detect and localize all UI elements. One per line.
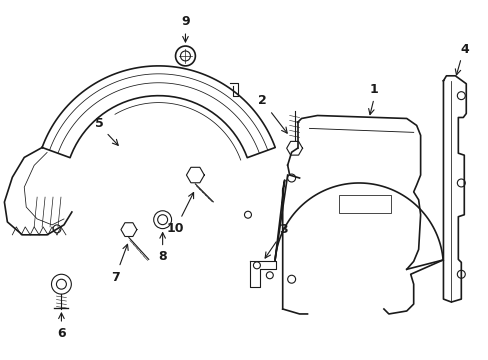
Text: 1: 1: [369, 83, 378, 96]
Text: 9: 9: [181, 15, 189, 28]
Text: 4: 4: [460, 42, 468, 55]
Text: 7: 7: [111, 271, 120, 284]
Text: 3: 3: [279, 223, 287, 236]
Text: 8: 8: [158, 250, 166, 263]
Bar: [339, 195, 390, 213]
Text: 2: 2: [258, 94, 266, 107]
Text: 10: 10: [166, 222, 184, 235]
Text: 6: 6: [57, 327, 65, 340]
Text: 5: 5: [95, 117, 103, 130]
